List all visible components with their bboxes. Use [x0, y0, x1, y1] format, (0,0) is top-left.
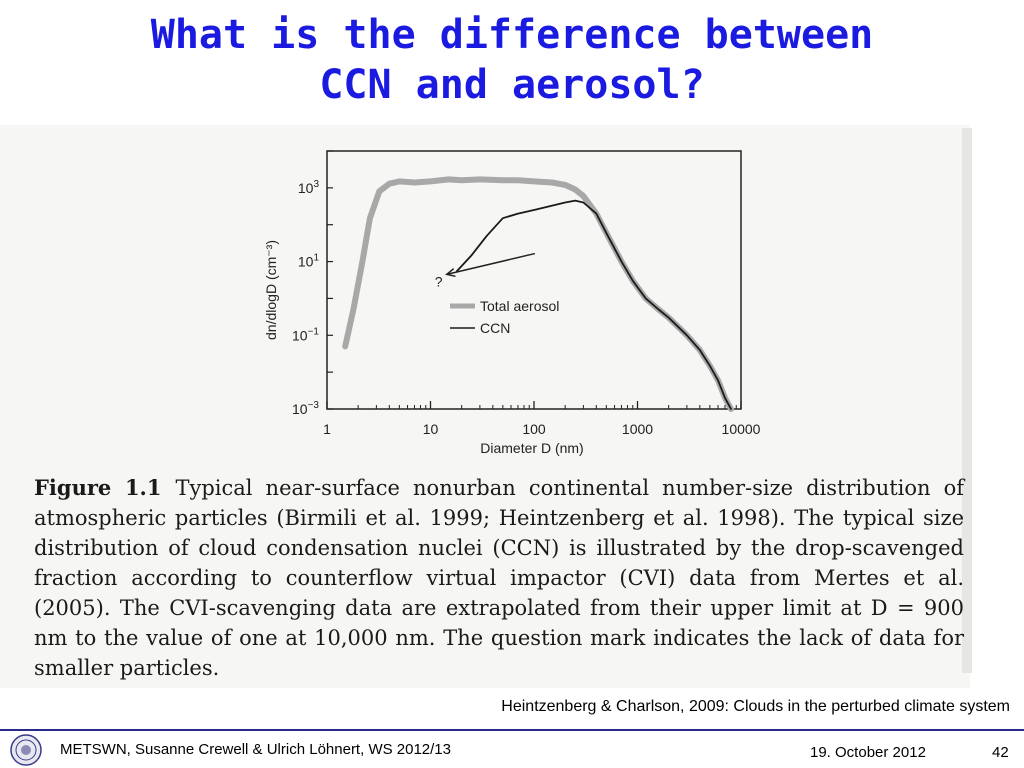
footer-course-info: METSWN, Susanne Crewell & Ulrich Löhnert… — [60, 741, 451, 758]
figure-caption: Figure 1.1 Typical near-surface nonurban … — [34, 473, 964, 683]
series-ccn — [455, 199, 732, 410]
footer-date: 19. October 2012 — [810, 744, 926, 761]
y-axis-label: dn/dlogD (cm⁻³) — [263, 240, 279, 340]
caption-line: (2005). The CVI-scavenging data are extr… — [34, 596, 964, 620]
slide-title-line2: CCN and aerosol? — [319, 62, 705, 108]
footer-rule — [0, 729, 1024, 731]
scanned-figure — [0, 125, 970, 688]
series-layer — [342, 176, 734, 412]
x-tick-label: 100 — [522, 421, 546, 437]
university-seal-icon — [10, 734, 42, 766]
page-number: 42 — [992, 744, 1009, 761]
x-tick-label: 1 — [323, 421, 331, 437]
slide-title: What is the difference between CCN and a… — [0, 10, 1024, 110]
caption-line: Figure 1.1 Typical near-surface nonurban … — [34, 473, 964, 503]
y-tick-label: 103 — [298, 179, 320, 196]
legend-ccn-label: CCN — [480, 320, 510, 336]
question-mark-annotation: ? — [435, 273, 443, 289]
scan-edge — [962, 128, 972, 673]
question-annotation: ? — [435, 252, 536, 289]
legend: Total aerosol CCN — [450, 298, 559, 336]
y-tick-label: 10−1 — [292, 326, 319, 343]
y-tick-label: 101 — [298, 253, 320, 270]
figure-label: Figure 1.1 — [34, 475, 162, 500]
legend-aerosol-label: Total aerosol — [480, 298, 559, 314]
tick-marks: 1 10 100 1000 10000 10−3 10−1 101 103 — [292, 150, 761, 437]
x-tick-label: 10 — [423, 421, 439, 437]
annotation-arrow — [446, 252, 536, 276]
caption-line: atmospheric particles (Birmili et al. 19… — [34, 506, 964, 530]
x-axis-label: Diameter D (nm) — [480, 440, 583, 456]
caption-line: fraction according to counterflow virtua… — [34, 566, 964, 590]
plot-frame — [326, 150, 742, 410]
y-tick-label: 10−3 — [292, 400, 319, 417]
caption-text: Typical near-surface nonurban continenta… — [175, 476, 964, 500]
x-tick-label: 10000 — [722, 421, 761, 437]
series-total-aerosol — [342, 176, 734, 412]
annotation-arrowhead — [445, 268, 456, 278]
slide-title-line1: What is the difference between — [150, 12, 874, 58]
x-tick-label: 1000 — [622, 421, 653, 437]
source-citation: Heintzenberg & Charlson, 2009: Clouds in… — [501, 698, 1010, 715]
caption-line: nm to the value of one at 10,000 nm. The… — [34, 626, 964, 650]
caption-line: smaller particles. — [34, 656, 220, 680]
caption-line: distribution of cloud condensation nucle… — [34, 536, 964, 560]
